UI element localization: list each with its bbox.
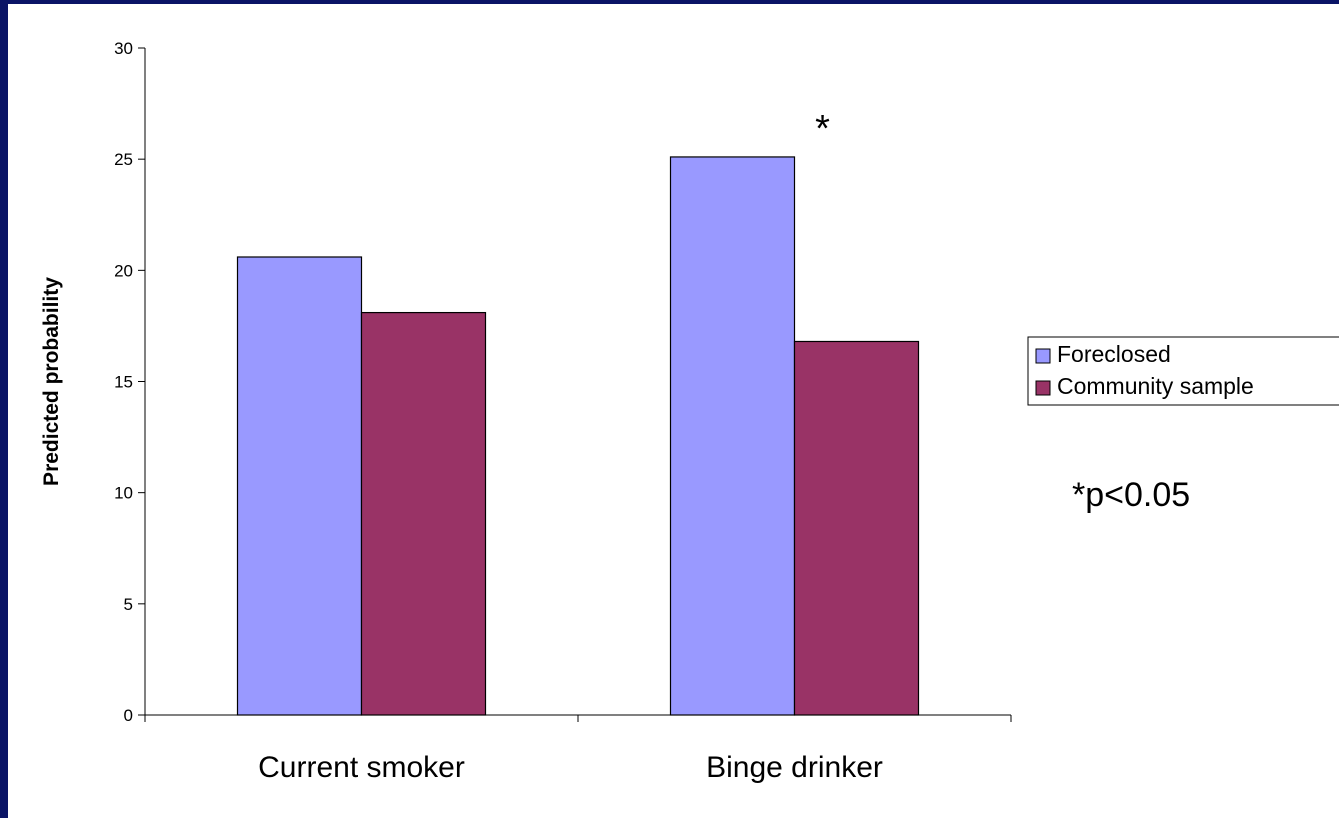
significance-note: *p<0.05 bbox=[1072, 476, 1190, 514]
bar-foreclosed bbox=[236, 256, 363, 716]
y-tick-label: 20 bbox=[114, 261, 133, 280]
y-axis-title: Predicted probability bbox=[40, 277, 63, 486]
slide: 0 5 10 15 20 25 30 Current smoker Binge drinker P… bbox=[8, 4, 1339, 818]
legend-swatch bbox=[1035, 348, 1051, 364]
y-tick-label: 10 bbox=[114, 484, 133, 503]
y-tick-label: 15 bbox=[114, 373, 133, 392]
y-tick-label: 0 bbox=[124, 706, 133, 725]
bar-community-sample bbox=[360, 311, 487, 716]
legend-label: Community sample bbox=[1057, 373, 1254, 399]
bar-community-sample bbox=[793, 340, 920, 716]
y-tick-label: 5 bbox=[124, 595, 133, 614]
y-tick-label: 25 bbox=[114, 150, 133, 169]
legend-label: Foreclosed bbox=[1057, 341, 1171, 367]
bar-foreclosed bbox=[669, 156, 796, 716]
bar-chart: 0 5 10 15 20 25 30 Current smoker Binge drinker P… bbox=[40, 39, 1339, 784]
x-category-label: Binge drinker bbox=[706, 751, 883, 784]
y-tick-label: 30 bbox=[114, 39, 133, 58]
x-category-label: Current smoker bbox=[258, 751, 465, 784]
legend-swatch bbox=[1035, 380, 1051, 396]
significance-asterisk: * bbox=[815, 108, 830, 150]
legend-box bbox=[1027, 336, 1339, 406]
